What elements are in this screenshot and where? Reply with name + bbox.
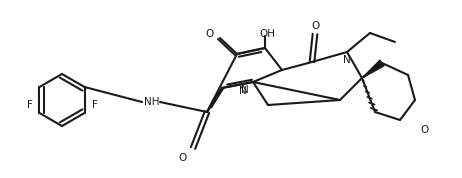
- Text: OH: OH: [259, 29, 275, 39]
- Text: NH: NH: [144, 97, 160, 107]
- Text: O: O: [179, 153, 187, 163]
- Text: F: F: [27, 100, 32, 110]
- Text: N: N: [343, 55, 351, 65]
- Text: N: N: [241, 85, 249, 95]
- Text: O: O: [420, 125, 428, 135]
- Polygon shape: [362, 60, 384, 78]
- Text: O: O: [311, 21, 319, 31]
- Text: O: O: [206, 29, 214, 39]
- Text: N: N: [239, 86, 247, 96]
- Text: F: F: [91, 100, 97, 110]
